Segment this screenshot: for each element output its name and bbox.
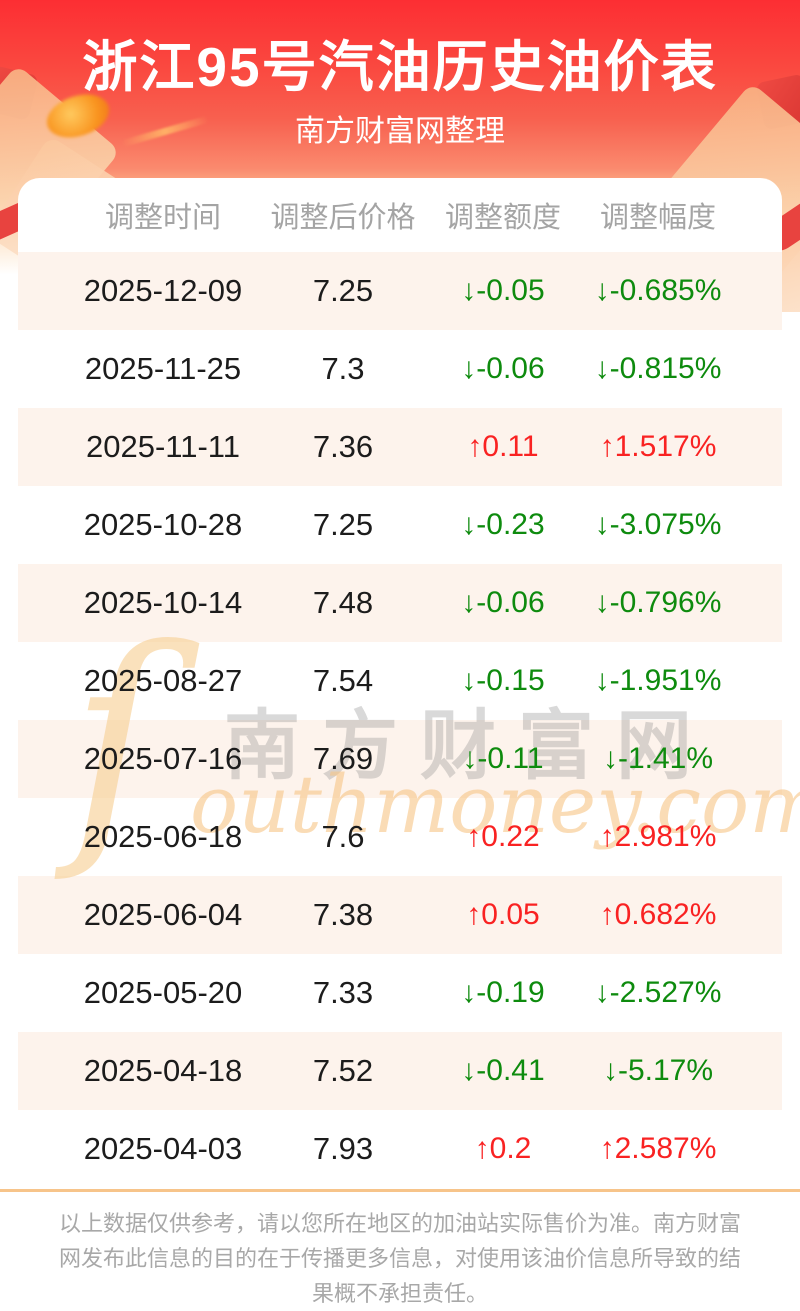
- table-row: 2025-06-18 7.6 ↑0.22 ↑2.981%: [18, 798, 782, 876]
- table-row: 2025-04-18 7.52 ↓-0.41 ↓-5.17%: [18, 1032, 782, 1110]
- table-row: 2025-05-20 7.33 ↓-0.19 ↓-2.527%: [18, 954, 782, 1032]
- table-header-row: 调整时间 调整后价格 调整额度 调整幅度: [18, 178, 782, 252]
- row-price: 7.69: [312, 741, 374, 776]
- row-pct: ↑1.517%: [599, 430, 717, 463]
- row-date: 2025-05-20: [83, 975, 243, 1010]
- row-pct: ↑2.587%: [599, 1132, 717, 1165]
- row-pct: ↑2.981%: [599, 820, 717, 853]
- row-price: 7.52: [312, 1053, 374, 1088]
- row-change: ↓-0.23: [461, 508, 545, 541]
- row-price: 7.38: [312, 897, 374, 932]
- row-change: ↓-0.05: [461, 274, 545, 307]
- row-pct: ↓-5.17%: [602, 1054, 714, 1087]
- table-row: 2025-07-16 7.69 ↓-0.11 ↓-1.41%: [18, 720, 782, 798]
- row-date: 2025-10-28: [83, 507, 243, 542]
- table-row: 2025-04-03 7.93 ↑0.2 ↑2.587%: [18, 1110, 782, 1188]
- row-change: ↓-0.15: [461, 664, 545, 697]
- row-pct: ↓-0.685%: [594, 274, 722, 307]
- row-date: 2025-06-18: [83, 819, 243, 854]
- table-row: 2025-08-27 7.54 ↓-0.15 ↓-1.951%: [18, 642, 782, 720]
- row-date: 2025-11-25: [84, 351, 242, 386]
- row-change: ↑0.22: [466, 820, 540, 853]
- row-pct: ↓-0.815%: [594, 352, 722, 385]
- column-header-adjust-rate: 调整幅度: [599, 202, 716, 234]
- table-row: 2025-06-04 7.38 ↑0.05 ↑0.682%: [18, 876, 782, 954]
- row-date: 2025-04-03: [83, 1131, 243, 1166]
- row-price: 7.48: [312, 585, 374, 620]
- row-change: ↑0.11: [467, 430, 539, 463]
- row-price: 7.33: [312, 975, 374, 1010]
- column-header-adjust-amount: 调整额度: [444, 202, 561, 234]
- row-change: ↓-0.41: [461, 1054, 545, 1087]
- row-pct: ↓-1.41%: [602, 742, 714, 775]
- row-pct: ↑0.682%: [599, 898, 717, 931]
- table-row: 2025-10-14 7.48 ↓-0.06 ↓-0.796%: [18, 564, 782, 642]
- row-change: ↓-0.06: [461, 586, 545, 619]
- row-price: 7.6: [321, 819, 365, 854]
- row-change: ↓-0.11: [462, 742, 544, 775]
- row-pct: ↓-2.527%: [594, 976, 722, 1009]
- column-header-price-after: 调整后价格: [270, 202, 416, 234]
- column-header-adjust-time: 调整时间: [104, 202, 221, 234]
- table-row: 2025-11-25 7.3 ↓-0.06 ↓-0.815%: [18, 330, 782, 408]
- page-title: 浙江95号汽油历史油价表: [82, 36, 718, 98]
- row-change: ↑0.2: [474, 1132, 532, 1165]
- row-price: 7.3: [321, 351, 365, 386]
- price-table-body: 2025-12-09 7.25 ↓-0.05 ↓-0.685% 2025-11-…: [18, 252, 782, 1188]
- row-price: 7.25: [312, 273, 374, 308]
- row-date: 2025-08-27: [83, 663, 243, 698]
- table-row: 2025-10-28 7.25 ↓-0.23 ↓-3.075%: [18, 486, 782, 564]
- row-price: 7.54: [312, 663, 374, 698]
- footer-disclaimer: 以上数据仅供参考，请以您所在地区的加油站实际售价为准。南方财富网发布此信息的目的…: [58, 1211, 741, 1306]
- row-price: 7.36: [312, 429, 374, 464]
- page-subtitle: 南方财富网整理: [295, 115, 505, 148]
- row-date: 2025-06-04: [83, 897, 243, 932]
- row-change: ↓-0.19: [461, 976, 545, 1009]
- row-change: ↑0.05: [466, 898, 540, 931]
- row-pct: ↓-3.075%: [594, 508, 722, 541]
- footer-divider: [0, 1189, 800, 1192]
- table-row: 2025-11-11 7.36 ↑0.11 ↑1.517%: [18, 408, 782, 486]
- row-date: 2025-11-11: [86, 429, 240, 464]
- row-date: 2025-12-09: [83, 273, 243, 308]
- row-price: 7.25: [312, 507, 374, 542]
- row-price: 7.93: [312, 1131, 374, 1166]
- price-table-card: ſ 南方财富网 outhmoney.com 调整时间 调整后价格 调整额度 调整…: [18, 178, 800, 1188]
- row-pct: ↓-0.796%: [594, 586, 722, 619]
- row-date: 2025-04-18: [83, 1053, 243, 1088]
- row-pct: ↓-1.951%: [594, 664, 722, 697]
- row-date: 2025-07-16: [83, 741, 243, 776]
- row-change: ↓-0.06: [461, 352, 545, 385]
- row-date: 2025-10-14: [83, 585, 243, 620]
- table-row: 2025-12-09 7.25 ↓-0.05 ↓-0.685%: [18, 252, 782, 330]
